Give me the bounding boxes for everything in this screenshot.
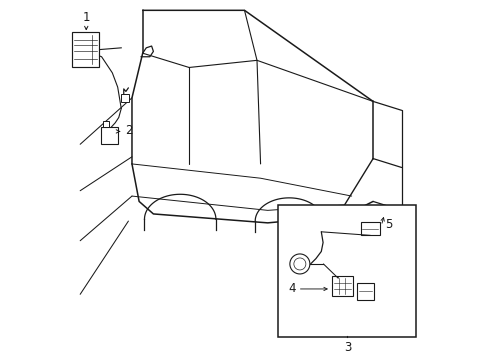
Bar <box>101 127 118 144</box>
Bar <box>360 222 380 235</box>
Bar <box>72 32 99 67</box>
Text: 5: 5 <box>385 217 392 230</box>
Bar <box>121 94 129 102</box>
Bar <box>278 205 415 337</box>
Text: 2: 2 <box>124 124 132 137</box>
Circle shape <box>293 258 305 270</box>
Bar <box>356 283 373 300</box>
Text: 3: 3 <box>343 342 350 355</box>
Text: 1: 1 <box>82 10 90 23</box>
Bar <box>102 121 109 127</box>
Circle shape <box>289 254 309 274</box>
Text: 4: 4 <box>288 283 296 296</box>
Bar <box>331 276 352 296</box>
